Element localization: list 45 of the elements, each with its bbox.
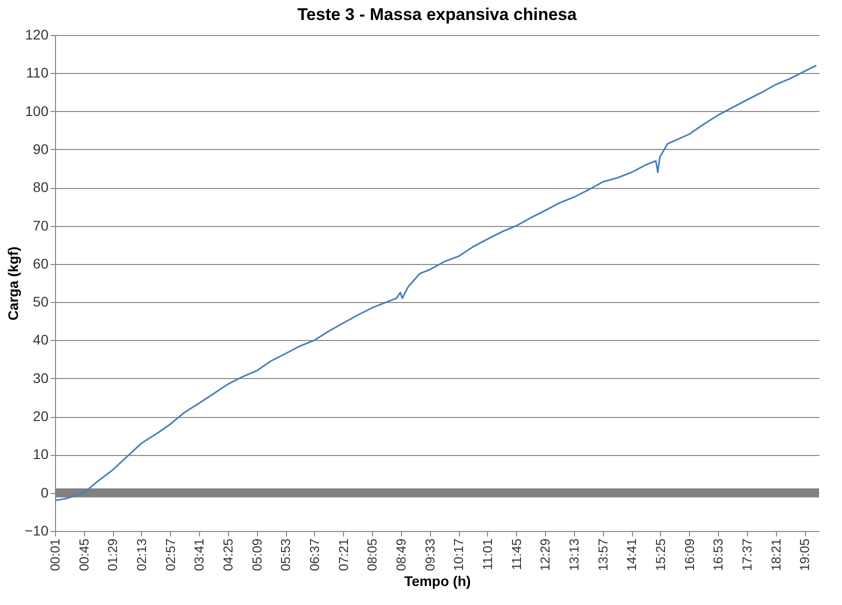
y-tick-label: 120 — [25, 26, 49, 42]
x-tick-label: 00:45 — [76, 538, 92, 572]
y-tick-label: 100 — [25, 102, 49, 119]
y-tick-label: 40 — [32, 332, 49, 348]
y-tick-label: 80 — [32, 179, 49, 196]
x-tick-label: 18:21 — [768, 538, 784, 572]
y-tick-label: 20 — [32, 408, 49, 424]
chart-title: Teste 3 - Massa expansiva chinesa — [297, 5, 578, 24]
y-tick-label: 110 — [26, 64, 49, 81]
y-axis-title: Carga (kgf) — [4, 246, 21, 320]
x-tick-label: 12:29 — [538, 538, 553, 572]
x-tick-label: 10:17 — [451, 538, 466, 572]
x-tick-label: 09:33 — [422, 538, 438, 572]
x-tick-label: 05:09 — [249, 538, 264, 572]
x-tick-label: 19:05 — [797, 538, 812, 572]
y-tick-label: 10 — [32, 446, 49, 462]
x-tick-label: 16:53 — [710, 538, 726, 572]
y-tick-label: 30 — [32, 370, 49, 386]
x-tick-label: 04:25 — [220, 538, 236, 572]
y-tick-label: 70 — [32, 217, 49, 234]
y-tick-label: 60 — [32, 255, 49, 272]
x-tick-label: 07:21 — [336, 538, 351, 572]
x-tick-label: 02:57 — [162, 538, 178, 572]
x-tick-label: 00:01 — [48, 538, 62, 572]
x-tick-label: 08:05 — [364, 538, 380, 572]
x-tick-label: 03:41 — [192, 538, 207, 572]
x-tick-label: 05:53 — [278, 538, 294, 572]
line-series — [54, 64, 818, 502]
x-tick-label: 02:13 — [134, 538, 149, 572]
x-axis-title: Tempo (h) — [404, 573, 471, 590]
y-tick-label: 90 — [32, 140, 49, 157]
x-tick-label: 11:45 — [508, 538, 524, 570]
x-tick-label: 06:37 — [306, 538, 322, 572]
x-tick-label: 01:29 — [105, 538, 120, 572]
y-tick-label: 50 — [32, 294, 49, 310]
x-tick-label: 15:25 — [652, 538, 668, 572]
x-tick-label: 11:01 — [480, 538, 495, 570]
x-tick-label: 13:57 — [595, 538, 610, 572]
x-tick-label: 14:41 — [624, 538, 640, 572]
x-tick-label: 17:37 — [739, 538, 754, 572]
x-tick-label: 16:09 — [682, 538, 697, 572]
x-tick-label: 13:13 — [566, 538, 582, 572]
y-tick-label: −10 — [24, 522, 49, 538]
x-tick-label: 08:49 — [393, 538, 408, 572]
y-tick-label: 0 — [40, 484, 49, 500]
